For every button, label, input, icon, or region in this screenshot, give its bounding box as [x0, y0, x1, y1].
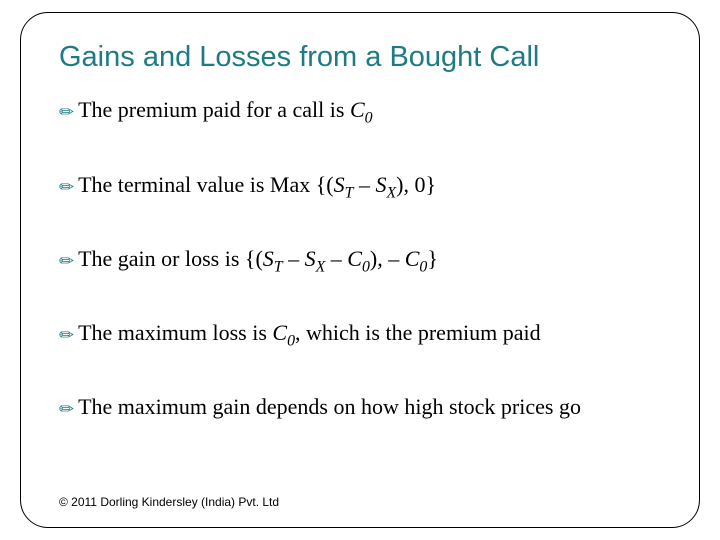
slide-title: Gains and Losses from a Bought Call: [59, 41, 661, 74]
math-sub: X: [316, 258, 326, 275]
bullet-text: The maximum gain depends on how high sto…: [78, 393, 661, 421]
math-sub: 0: [419, 258, 427, 275]
math-sub: T: [345, 184, 354, 201]
bullet-list: ✏ The premium paid for a call is C0 ✏ Th…: [59, 96, 661, 481]
math-var: C: [272, 320, 287, 345]
math-sub: 0: [362, 258, 370, 275]
bullet-prefix: The maximum gain depends on how high sto…: [78, 394, 581, 419]
math-sub: 0: [287, 332, 295, 349]
math-var: C: [350, 97, 365, 122]
bullet-icon: ✏: [59, 324, 74, 347]
bullet-icon: ✏: [59, 398, 74, 421]
list-item: ✏ The maximum loss is C0, which is the p…: [59, 319, 661, 351]
bullet-prefix: The gain or loss is {(: [78, 246, 263, 271]
math-sub: 0: [365, 110, 373, 127]
math-var: C: [405, 246, 420, 271]
list-item: ✏ The premium paid for a call is C0: [59, 96, 661, 128]
bullet-icon: ✏: [59, 101, 74, 124]
list-item: ✏ The terminal value is Max {(ST – SX), …: [59, 171, 661, 203]
list-item: ✏ The maximum gain depends on how high s…: [59, 393, 661, 421]
slide-frame: Gains and Losses from a Bought Call ✏ Th…: [20, 12, 700, 528]
math-var: S: [263, 246, 274, 271]
copyright-text: © 2011 Dorling Kindersley (India) Pvt. L…: [59, 495, 661, 509]
bullet-icon: ✏: [59, 250, 74, 273]
list-item: ✏ The gain or loss is {(ST – SX – C0), –…: [59, 245, 661, 277]
math-sub: T: [274, 258, 283, 275]
bullet-text: The maximum loss is C0, which is the pre…: [78, 319, 661, 351]
bullet-text: The premium paid for a call is C0: [78, 96, 661, 128]
bullet-prefix: The terminal value is Max {(: [78, 172, 334, 197]
math-var: S: [334, 172, 345, 197]
math-var: C: [347, 246, 362, 271]
bullet-icon: ✏: [59, 176, 74, 199]
bullet-text: The terminal value is Max {(ST – SX), 0}: [78, 171, 661, 203]
math-sub: X: [386, 184, 396, 201]
bullet-prefix: The maximum loss is: [78, 320, 272, 345]
bullet-text: The gain or loss is {(ST – SX – C0), – C…: [78, 245, 661, 277]
bullet-prefix: The premium paid for a call is: [78, 97, 350, 122]
math-var: S: [375, 172, 386, 197]
math-var: S: [305, 246, 316, 271]
